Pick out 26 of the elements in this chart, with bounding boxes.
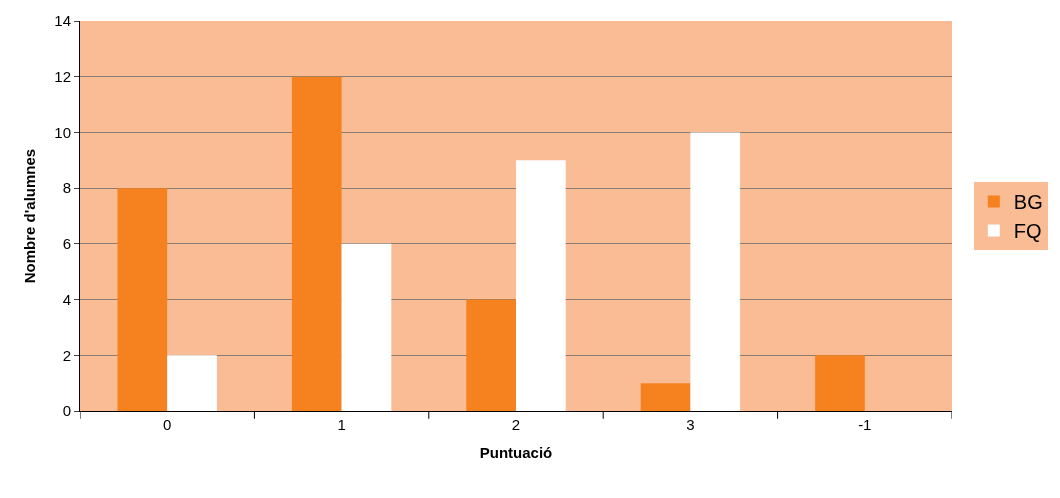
- bar: [291, 76, 342, 411]
- y-tick-label: 4: [62, 290, 71, 308]
- bar: [466, 299, 516, 411]
- bar: [640, 383, 691, 411]
- y-tick-label: 2: [62, 346, 71, 364]
- bar: [117, 188, 168, 411]
- x-tick-label: 0: [163, 416, 172, 433]
- y-tick-label: 8: [62, 179, 71, 197]
- x-axis-title: Puntuació: [479, 444, 553, 461]
- bar: [516, 160, 566, 411]
- y-tick-label: 6: [62, 235, 71, 253]
- bar: [690, 132, 741, 411]
- y-tick-label: 14: [54, 12, 71, 30]
- x-tick-label: 3: [686, 416, 695, 433]
- bar: [815, 355, 865, 411]
- y-tick-label: 12: [54, 67, 71, 85]
- y-tick-label: 0: [62, 402, 71, 420]
- x-tick-label: 2: [511, 416, 521, 433]
- y-tick-label: 10: [54, 123, 71, 141]
- bar: [167, 355, 217, 411]
- bar: [341, 243, 392, 411]
- x-tick-label: 1: [337, 416, 346, 433]
- x-tick-label: -1: [858, 416, 872, 433]
- legend-label: BG: [1013, 191, 1043, 214]
- y-axis-title: Nombre d'alumnes: [20, 148, 38, 284]
- legend-label: FQ: [1013, 220, 1042, 243]
